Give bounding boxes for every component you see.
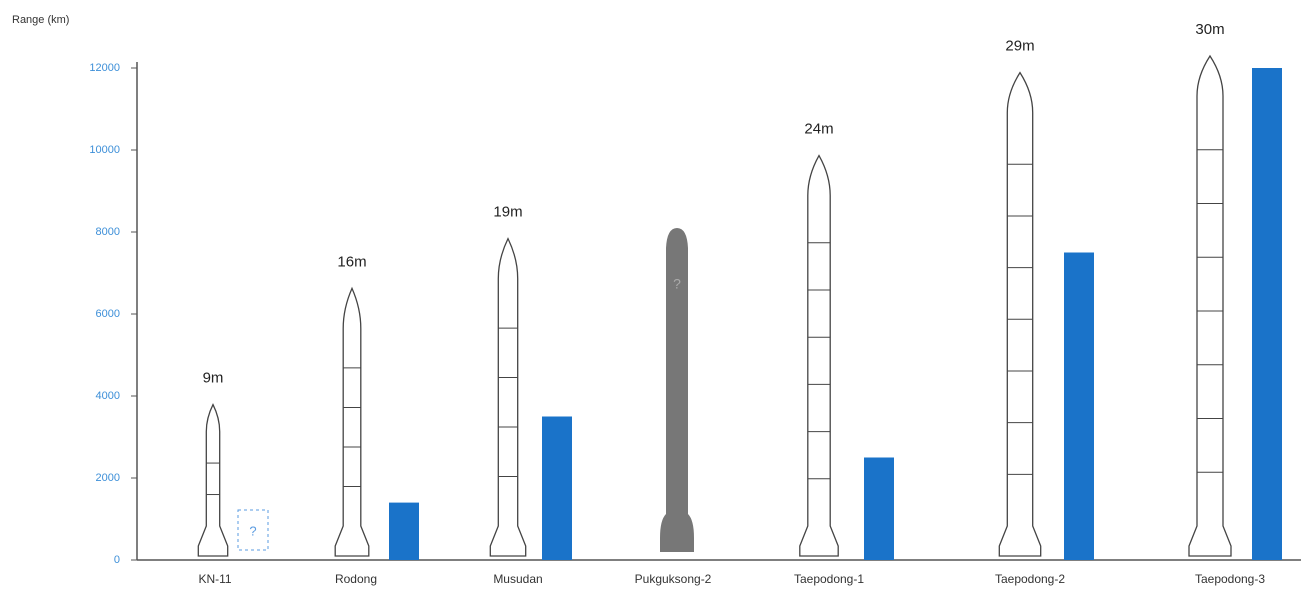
height-label: 29m (1005, 38, 1034, 55)
bar (389, 502, 419, 560)
annotation: ? (673, 276, 681, 292)
x-tick-label: Taepodong-3 (1195, 572, 1265, 586)
bar (864, 457, 894, 560)
bar (542, 416, 572, 560)
x-tick-label: Musudan (493, 572, 542, 586)
height-label: 16m (337, 253, 366, 270)
rocket-body (197, 403, 229, 557)
y-tick-label: 12000 (89, 62, 120, 74)
unknown-rocket (660, 228, 694, 552)
rocket (197, 403, 229, 557)
y-tick-label: 10000 (89, 144, 120, 156)
rocket-body (334, 286, 370, 557)
annotation: ? (249, 523, 256, 538)
height-label: 9m (203, 370, 224, 387)
x-tick-label: Taepodong-1 (794, 572, 864, 586)
bar (1064, 252, 1094, 560)
x-tick-label: Rodong (335, 572, 377, 586)
rocket (489, 237, 527, 557)
rocket (334, 286, 370, 557)
y-tick-label: 4000 (96, 390, 120, 402)
rocket (1188, 54, 1232, 557)
y-tick-label: 2000 (96, 472, 120, 484)
height-label: 30m (1195, 21, 1224, 38)
rocket-body (998, 71, 1042, 557)
rocket-body (1188, 54, 1232, 557)
y-tick-label: 8000 (96, 226, 120, 238)
y-axis-label: Range (km) (12, 14, 69, 26)
x-tick-label: Pukguksong-2 (635, 572, 712, 586)
height-label: 24m (804, 121, 833, 138)
unknown-bar (237, 509, 269, 551)
rocket-body (489, 237, 527, 557)
y-tick-label: 6000 (96, 308, 120, 320)
y-tick-label: 0 (114, 554, 120, 566)
x-tick-label: Taepodong-2 (995, 572, 1065, 586)
height-label: 19m (493, 204, 522, 221)
rocket (799, 154, 839, 557)
rocket (998, 71, 1042, 557)
bar (1252, 68, 1282, 560)
x-tick-label: KN-11 (198, 572, 231, 586)
rocket-body (799, 154, 839, 557)
